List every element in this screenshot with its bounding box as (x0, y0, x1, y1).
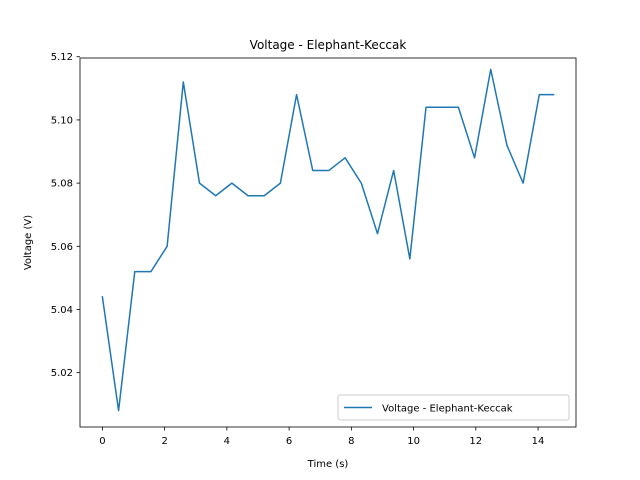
x-tick-label: 6 (286, 436, 292, 447)
y-axis-title: Voltage (V) (23, 215, 34, 270)
y-tick-label: 5.06 (51, 242, 73, 253)
series-line (101, 68, 555, 412)
x-tick-label: 10 (407, 436, 420, 447)
legend: Voltage - Elephant-Keccak (337, 394, 570, 421)
y-tick-label: 5.02 (51, 368, 73, 379)
plot-area (101, 68, 555, 412)
legend-box (337, 394, 570, 421)
y-axis: 5.02 5.04 5.06 5.08 5.10 5.12 (51, 52, 80, 379)
x-tick-label: 12 (469, 436, 482, 447)
x-axis: 0 2 4 6 8 10 12 14 (99, 427, 544, 447)
x-tick-label: 14 (532, 436, 545, 447)
x-tick-label: 0 (99, 436, 105, 447)
x-axis-title: Time (s) (307, 459, 349, 470)
legend-label: Voltage - Elephant-Keccak (382, 404, 513, 415)
y-tick-label: 5.12 (51, 52, 73, 63)
axes-frame (79, 57, 577, 428)
y-tick-label: 5.10 (51, 115, 73, 126)
x-tick-label: 2 (161, 436, 167, 447)
x-tick-label: 4 (224, 436, 230, 447)
chart-title: Voltage - Elephant-Keccak (250, 38, 407, 52)
y-tick-label: 5.08 (51, 179, 73, 190)
x-tick-label: 8 (348, 436, 354, 447)
y-tick-label: 5.04 (51, 305, 73, 316)
